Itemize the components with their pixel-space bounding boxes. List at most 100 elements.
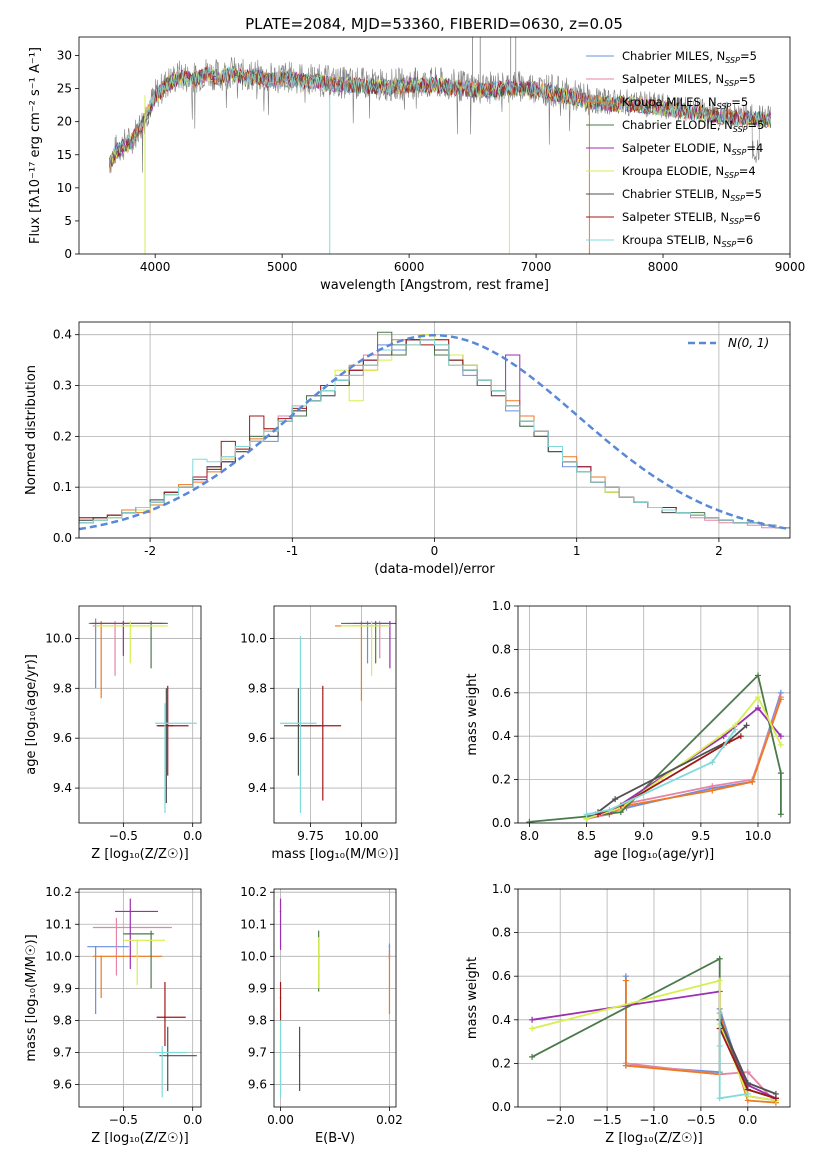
x-axis-label: Z [log₁₀(Z/Z☉)] bbox=[605, 1131, 702, 1146]
y-tick-label: 10.0 bbox=[240, 631, 267, 645]
x-tick-label: −0.5 bbox=[109, 1113, 138, 1127]
weight-marker bbox=[716, 1042, 723, 1049]
y-tick-label: 9.4 bbox=[53, 781, 72, 795]
data-point bbox=[115, 926, 118, 929]
weight-marker bbox=[709, 787, 716, 794]
y-axis-label: age [log₁₀(age/yr)] bbox=[24, 654, 39, 775]
weight-marker bbox=[709, 759, 716, 766]
plot-area-mass-vs-ebv bbox=[274, 889, 396, 1107]
y-tick-label: 0.8 bbox=[492, 642, 511, 656]
y-tick-label: 10.0 bbox=[240, 949, 267, 963]
weight-marker bbox=[529, 1016, 536, 1023]
model-spectrum bbox=[109, 65, 772, 167]
legend-subscript: SSP bbox=[722, 240, 737, 249]
x-tick-label: 4000 bbox=[140, 260, 171, 274]
x-tick-label: 2 bbox=[715, 544, 723, 558]
weight-marker bbox=[732, 726, 739, 733]
data-point bbox=[166, 724, 169, 727]
weight-line bbox=[625, 1062, 777, 1104]
weight-line bbox=[718, 1013, 748, 1100]
plot-area-spectrum bbox=[109, 37, 772, 254]
x-axis-label: age [log₁₀(age/yr)] bbox=[594, 847, 715, 862]
axes-frame bbox=[517, 605, 791, 824]
x-axis-label: wavelength [Angstrom, rest frame] bbox=[320, 278, 549, 293]
x-tick-label: 8.0 bbox=[520, 829, 539, 843]
y-tick-label: 5 bbox=[64, 214, 72, 228]
y-tick-label: 9.6 bbox=[53, 731, 72, 745]
y-tick-label: 0.3 bbox=[53, 379, 72, 393]
y-tick-label: 10.0 bbox=[45, 949, 72, 963]
axes-frame bbox=[517, 888, 791, 1108]
axes-frame bbox=[78, 321, 791, 539]
legend-n: =5 bbox=[740, 49, 757, 63]
y-tick-label: 9.6 bbox=[53, 1078, 72, 1092]
data-point bbox=[136, 939, 139, 942]
data-point bbox=[129, 625, 132, 627]
weight-marker bbox=[744, 1069, 751, 1076]
normal-curve bbox=[79, 333, 790, 531]
plot-area-age-vs-mass bbox=[274, 606, 396, 823]
data-point bbox=[388, 955, 391, 958]
weight-marker bbox=[716, 977, 723, 984]
data-point bbox=[322, 724, 324, 727]
y-tick-label: 0.2 bbox=[492, 1056, 511, 1070]
weight-marker bbox=[529, 1025, 536, 1032]
plot-area-age-vs-z bbox=[79, 606, 201, 823]
legend-n: =5 bbox=[745, 187, 762, 201]
y-axis-label: Normed distribution bbox=[24, 365, 39, 495]
y-tick-label: 20 bbox=[57, 115, 72, 129]
x-tick-label: 10.0 bbox=[745, 829, 772, 843]
weight-line bbox=[586, 696, 782, 820]
y-tick-label: 9.4 bbox=[248, 781, 267, 795]
legend-n: =5 bbox=[748, 118, 765, 132]
weight-marker bbox=[772, 1095, 779, 1102]
data-point bbox=[122, 622, 125, 625]
y-tick-label: 0.4 bbox=[492, 1013, 511, 1027]
weight-marker bbox=[606, 806, 613, 813]
data-point bbox=[317, 971, 320, 974]
weight-marker bbox=[529, 1053, 536, 1060]
weight-marker bbox=[755, 694, 761, 701]
legend-subscript: SSP bbox=[732, 148, 747, 157]
legend-entry: Salpeter MILES, NSSP=5 bbox=[622, 72, 756, 88]
x-tick-label: -2 bbox=[144, 544, 156, 558]
x-tick-label: 8.5 bbox=[577, 829, 596, 843]
legend-n: =4 bbox=[739, 164, 756, 178]
y-tick-label: 9.9 bbox=[53, 981, 72, 995]
weight-marker bbox=[716, 955, 723, 962]
legend-entry: Chabrier ELODIE, NSSP=5 bbox=[622, 118, 764, 134]
x-tick-label: 9.5 bbox=[691, 829, 710, 843]
data-point bbox=[279, 997, 282, 999]
data-point bbox=[164, 722, 166, 725]
data-point bbox=[370, 625, 373, 627]
y-tick-label: 10 bbox=[57, 181, 72, 195]
legend-subscript: SSP bbox=[725, 56, 740, 65]
weight-marker bbox=[755, 704, 761, 711]
x-tick-label: −0.5 bbox=[109, 829, 138, 843]
legend-entry: Kroupa STELIB, NSSP=6 bbox=[622, 233, 753, 249]
legend-subscript: SSP bbox=[717, 102, 732, 111]
weight-marker bbox=[755, 672, 761, 679]
y-axis-label: Flux [fλ10⁻¹⁷ erg cm⁻² s⁻¹ A⁻¹] bbox=[28, 47, 43, 244]
axes-frame bbox=[78, 36, 791, 255]
x-tick-label: 9.0 bbox=[634, 829, 653, 843]
legend-n: =6 bbox=[736, 233, 753, 247]
x-tick-label: 6000 bbox=[394, 260, 425, 274]
axes-mass-vs-ebv: 0.00 0.02 9.6 9.7 9.8 9.9 10.0 10.1 10.2 E(B-V) bbox=[240, 885, 403, 1146]
legend: N(0, 1) bbox=[688, 336, 769, 350]
y-tick-label: 25 bbox=[57, 82, 72, 96]
data-point bbox=[129, 910, 132, 913]
x-axis-label: mass [log₁₀(M/M☉)] bbox=[271, 847, 398, 862]
data-point bbox=[297, 724, 300, 727]
y-tick-label: 0.0 bbox=[53, 531, 72, 545]
data-point bbox=[388, 945, 391, 948]
x-axis-label: E(B-V) bbox=[315, 1131, 355, 1146]
axes-frame bbox=[273, 888, 397, 1108]
x-tick-label: −1.5 bbox=[593, 1113, 622, 1127]
y-tick-label: 9.8 bbox=[53, 1013, 72, 1027]
data-point bbox=[279, 1051, 282, 1054]
y-tick-label: 0.6 bbox=[492, 969, 511, 983]
y-tick-label: 0.1 bbox=[53, 480, 72, 494]
y-tick-label: 15 bbox=[57, 148, 72, 162]
